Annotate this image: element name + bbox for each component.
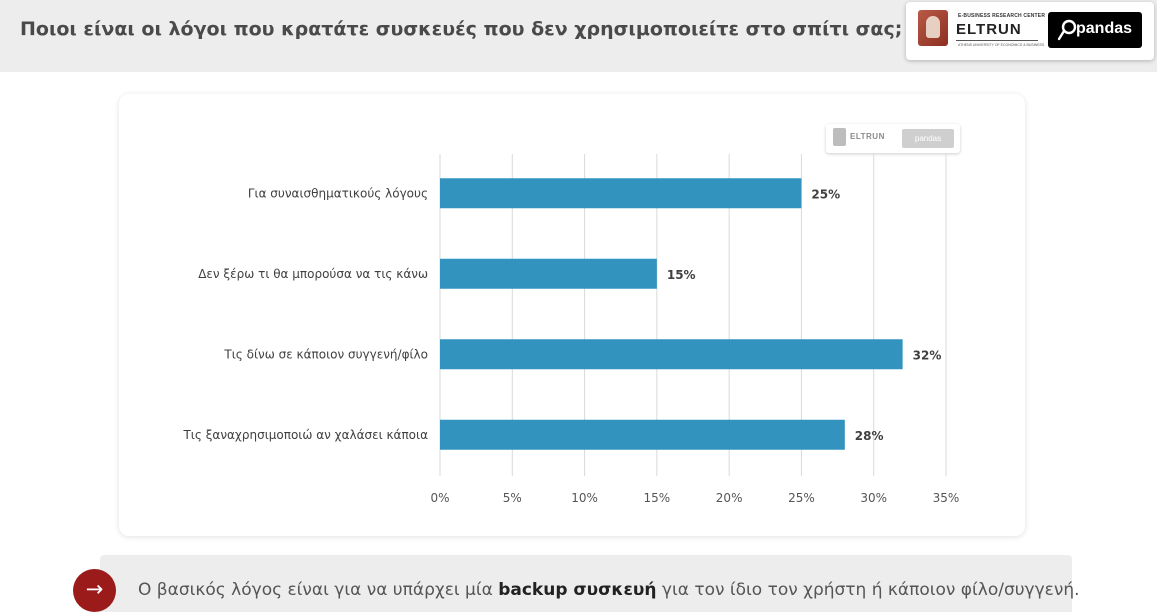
data-label: 28% [855, 429, 884, 443]
bar [440, 178, 802, 209]
eltrun-seal-icon [918, 10, 948, 46]
footer-text-before: Ο βασικός λόγος είναι για να υπάρχει μία [138, 580, 499, 600]
eltrun-divider [956, 40, 1038, 41]
data-label: 15% [667, 268, 696, 282]
x-tick-label: 25% [788, 491, 815, 505]
x-tick-label: 0% [430, 491, 449, 505]
logos-panel: E-BUSINESS RESEARCH CENTER ELTRUN ATHENS… [906, 2, 1154, 60]
mini-eltrun-seal-icon [833, 128, 846, 146]
x-tick-label: 20% [716, 491, 743, 505]
page-title: Ποιοι είναι οι λόγοι που κρατάτε συσκευέ… [20, 18, 903, 40]
arrow-right-icon: → [73, 569, 116, 612]
data-label: 25% [811, 187, 840, 201]
mini-eltrun-name: ELTRUN [850, 132, 885, 141]
eltrun-name: ELTRUN [956, 21, 1022, 38]
x-tick-label: 30% [860, 491, 887, 505]
mini-pandas-name: pandas [902, 129, 954, 148]
footer-text-bold: backup συσκευή [498, 580, 657, 600]
category-label: Τις δίνω σε κάποιον συγγενή/φίλο [223, 347, 428, 361]
bar [440, 339, 903, 370]
pandas-p-icon [1057, 19, 1077, 41]
category-label: Τις ξαναχρησιμοποιώ αν χαλάσει κάποια [182, 428, 428, 442]
footer-text-after: για τον ίδιο τον χρήστη ή κάποιον φίλο/σ… [656, 580, 1080, 600]
pandas-name: pandas [1076, 20, 1133, 37]
category-label: Για συναισθηματικούς λόγους [248, 186, 428, 200]
bar [440, 419, 845, 450]
x-tick-label: 15% [644, 491, 671, 505]
footer-bar [100, 555, 1072, 612]
footer-note: Ο βασικός λόγος είναι για να υπάρχει μία… [138, 580, 1080, 600]
category-label: Δεν ξέρω τι θα μπορούσα να τις κάνω [198, 267, 428, 281]
eltrun-subtitle: ATHENS UNIVERSITY OF ECONOMICS & BUSINES… [958, 43, 1045, 47]
pandas-logo: pandas [1048, 12, 1142, 48]
data-label: 32% [913, 348, 942, 362]
chart-watermark-logos: ELTRUN pandas [826, 124, 960, 153]
x-tick-label: 35% [933, 491, 960, 505]
x-tick-label: 10% [571, 491, 598, 505]
eltrun-tagline: E-BUSINESS RESEARCH CENTER [958, 13, 1046, 19]
bar [440, 258, 657, 289]
x-tick-label: 5% [503, 491, 522, 505]
eltrun-logo: E-BUSINESS RESEARCH CENTER ELTRUN ATHENS… [918, 10, 1045, 50]
